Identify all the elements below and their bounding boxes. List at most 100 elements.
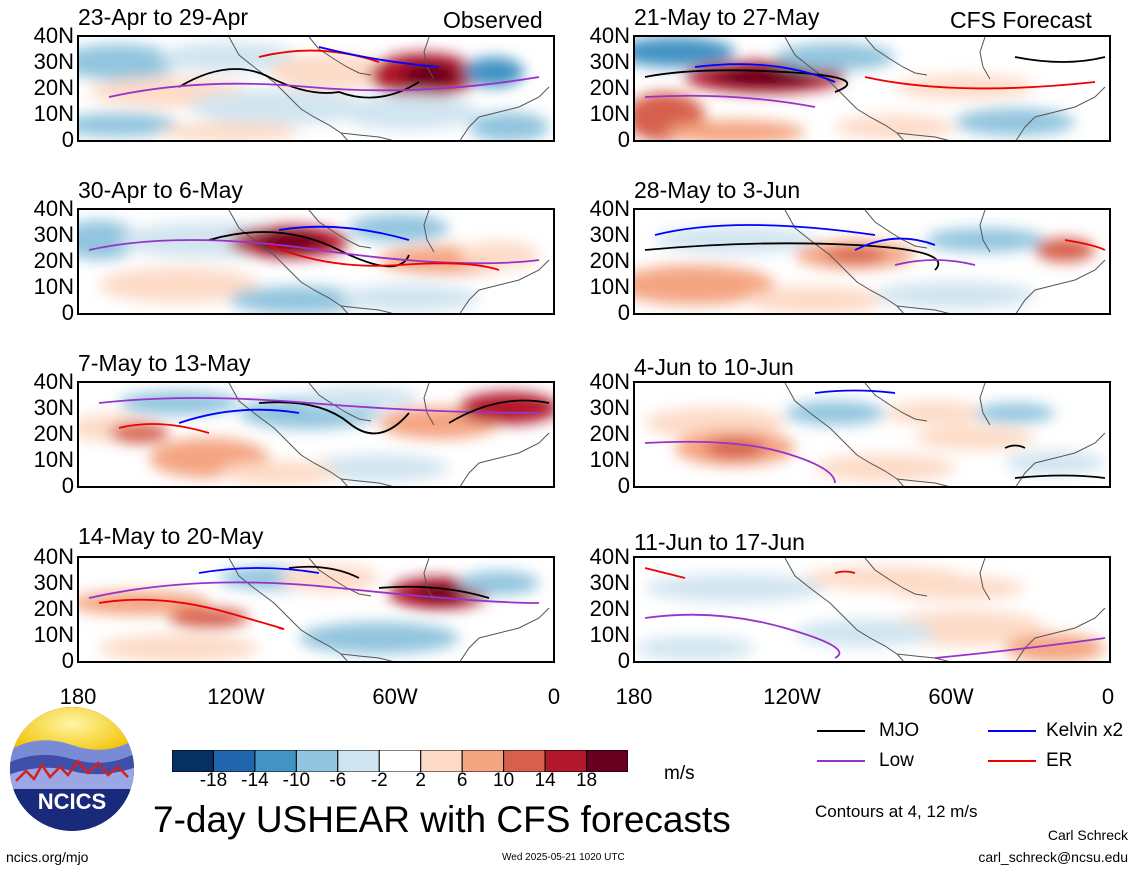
mjo-contour bbox=[448, 399, 550, 424]
shear-anomaly-region bbox=[835, 115, 955, 139]
colorbar-unit: m/s bbox=[664, 763, 695, 784]
shear-anomaly-region bbox=[635, 636, 755, 660]
colorbar-swatch bbox=[544, 750, 588, 772]
lon-tick-label: 0 bbox=[547, 684, 561, 709]
lat-tick-label: 30N bbox=[589, 395, 630, 420]
shear-anomaly-region bbox=[464, 57, 524, 87]
shear-anomaly-region bbox=[79, 591, 209, 615]
shear-anomaly-region bbox=[159, 42, 299, 72]
colorbar-swatch bbox=[172, 750, 214, 772]
mjo-contour bbox=[1004, 444, 1026, 449]
shear-anomaly-region bbox=[775, 43, 895, 71]
shear-anomaly-region bbox=[79, 113, 179, 137]
coastline bbox=[228, 210, 348, 313]
lat-tick-label: 40N bbox=[33, 369, 74, 394]
coastline bbox=[423, 37, 435, 80]
low-contour bbox=[644, 94, 816, 108]
colorbar-swatch bbox=[586, 750, 628, 772]
lat-tick-label: 0 bbox=[617, 648, 630, 673]
shear-map bbox=[635, 383, 1109, 486]
coastline bbox=[979, 37, 991, 80]
lat-tick-label: 0 bbox=[61, 127, 74, 152]
coastline bbox=[228, 37, 348, 140]
coastline bbox=[784, 383, 904, 486]
colorbar-tick-label: -10 bbox=[282, 770, 311, 791]
shear-anomaly-region bbox=[349, 214, 449, 242]
low-contour bbox=[644, 440, 836, 484]
shear-anomaly-region bbox=[159, 122, 299, 140]
panel-date-label: 7-May to 13-May bbox=[78, 350, 251, 376]
lat-tick-label: 10N bbox=[589, 274, 630, 299]
coastline bbox=[340, 478, 394, 486]
colorbar-tick-label: -6 bbox=[329, 770, 347, 791]
coastline bbox=[864, 383, 928, 422]
shear-anomaly-region bbox=[745, 286, 885, 313]
coastline bbox=[340, 305, 394, 313]
lat-tick-label: 10N bbox=[589, 447, 630, 472]
lat-tick-label: 0 bbox=[617, 473, 630, 498]
lon-tick-label: 120W bbox=[207, 684, 265, 709]
panel-date-label: 14-May to 20-May bbox=[78, 523, 264, 549]
lat-tick-label: 40N bbox=[589, 23, 630, 48]
colorbar-swatch bbox=[212, 750, 256, 772]
lat-tick-label: 20N bbox=[589, 248, 630, 273]
map-panel bbox=[77, 35, 555, 142]
lat-tick-label: 10N bbox=[589, 622, 630, 647]
er-contour bbox=[268, 244, 500, 271]
colorbar-tick-label: 10 bbox=[493, 770, 515, 791]
shear-map bbox=[635, 37, 1109, 140]
map-panel bbox=[633, 556, 1111, 663]
coastline bbox=[1015, 432, 1106, 486]
colorbar-tick-label: -18 bbox=[199, 770, 228, 791]
shear-anomaly-region bbox=[955, 108, 1075, 136]
shear-anomaly-region bbox=[645, 574, 825, 602]
coastline bbox=[459, 86, 550, 140]
lat-tick-label: 0 bbox=[61, 300, 74, 325]
shear-map bbox=[79, 210, 553, 313]
map-panel bbox=[633, 35, 1111, 142]
coastline bbox=[459, 259, 550, 313]
shear-anomaly-region bbox=[459, 571, 539, 595]
shear-anomaly-region bbox=[299, 622, 459, 654]
lat-tick-label: 10N bbox=[33, 447, 74, 472]
lat-tick-label: 30N bbox=[589, 570, 630, 595]
colorbar-tick-label: -14 bbox=[241, 770, 269, 791]
mjo-contour bbox=[258, 401, 410, 435]
coastline bbox=[896, 132, 950, 140]
shear-anomaly-region bbox=[99, 267, 259, 303]
lat-tick-label: 30N bbox=[33, 395, 74, 420]
shear-anomaly-region bbox=[815, 454, 955, 482]
timestamp: Wed 2025-05-21 1020 UTC bbox=[502, 852, 625, 863]
colorbar-swatch bbox=[254, 750, 297, 772]
shear-anomaly-region bbox=[885, 401, 985, 425]
shear-anomaly-region bbox=[885, 576, 1025, 600]
shear-anomaly-region bbox=[169, 608, 249, 628]
coastline bbox=[979, 210, 991, 253]
lon-tick-label: 180 bbox=[615, 684, 653, 709]
shear-anomaly-region bbox=[665, 120, 805, 140]
coastline bbox=[864, 210, 928, 249]
lon-tick-label: 60W bbox=[372, 684, 418, 709]
shear-anomaly-region bbox=[975, 403, 1055, 423]
lat-tick-label: 20N bbox=[33, 75, 74, 100]
coastline bbox=[340, 132, 394, 140]
map-panel bbox=[77, 556, 555, 663]
map-panel bbox=[633, 381, 1111, 488]
source-url: ncics.org/mjo bbox=[6, 849, 89, 865]
panel-date-label: 23-Apr to 29-Apr bbox=[78, 4, 249, 30]
kel-contour bbox=[178, 408, 300, 424]
kel-contour bbox=[694, 63, 836, 83]
lat-tick-label: 40N bbox=[589, 196, 630, 221]
shear-anomaly-region bbox=[915, 426, 1035, 450]
shear-anomaly-region bbox=[825, 247, 885, 263]
er-contour bbox=[834, 570, 856, 574]
coastline bbox=[308, 210, 372, 249]
lat-tick-label: 10N bbox=[33, 101, 74, 126]
coastline bbox=[896, 305, 950, 313]
mjo-contour bbox=[644, 69, 849, 93]
lon-tick-label: 120W bbox=[763, 684, 821, 709]
colorbar-swatch bbox=[503, 750, 546, 772]
panel-tag-observed: Observed bbox=[443, 7, 543, 33]
panel-tag-cfs-forecast: CFS Forecast bbox=[950, 7, 1092, 33]
lat-tick-label: 10N bbox=[33, 622, 74, 647]
